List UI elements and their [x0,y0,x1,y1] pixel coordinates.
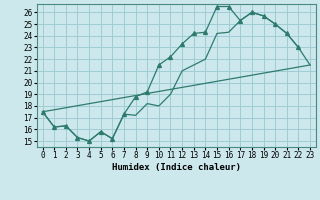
X-axis label: Humidex (Indice chaleur): Humidex (Indice chaleur) [112,163,241,172]
